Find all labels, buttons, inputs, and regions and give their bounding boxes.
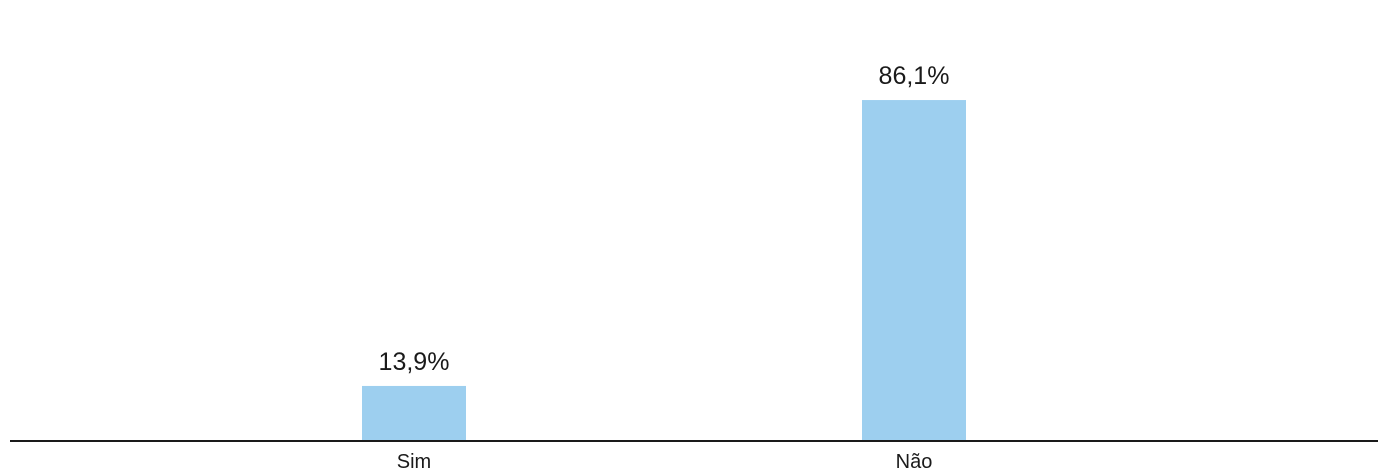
data-labels-group: 13,9% 86,1% <box>379 62 950 376</box>
data-label-sim: 13,9% <box>379 348 450 376</box>
bar-nao <box>862 100 966 441</box>
data-label-nao: 86,1% <box>879 62 950 90</box>
tick-label-sim: Sim <box>397 451 431 472</box>
bar-sim <box>362 385 466 441</box>
tick-label-nao: Não <box>896 451 933 472</box>
tick-labels-group: Sim Não <box>397 451 933 472</box>
bars-group <box>362 100 966 441</box>
